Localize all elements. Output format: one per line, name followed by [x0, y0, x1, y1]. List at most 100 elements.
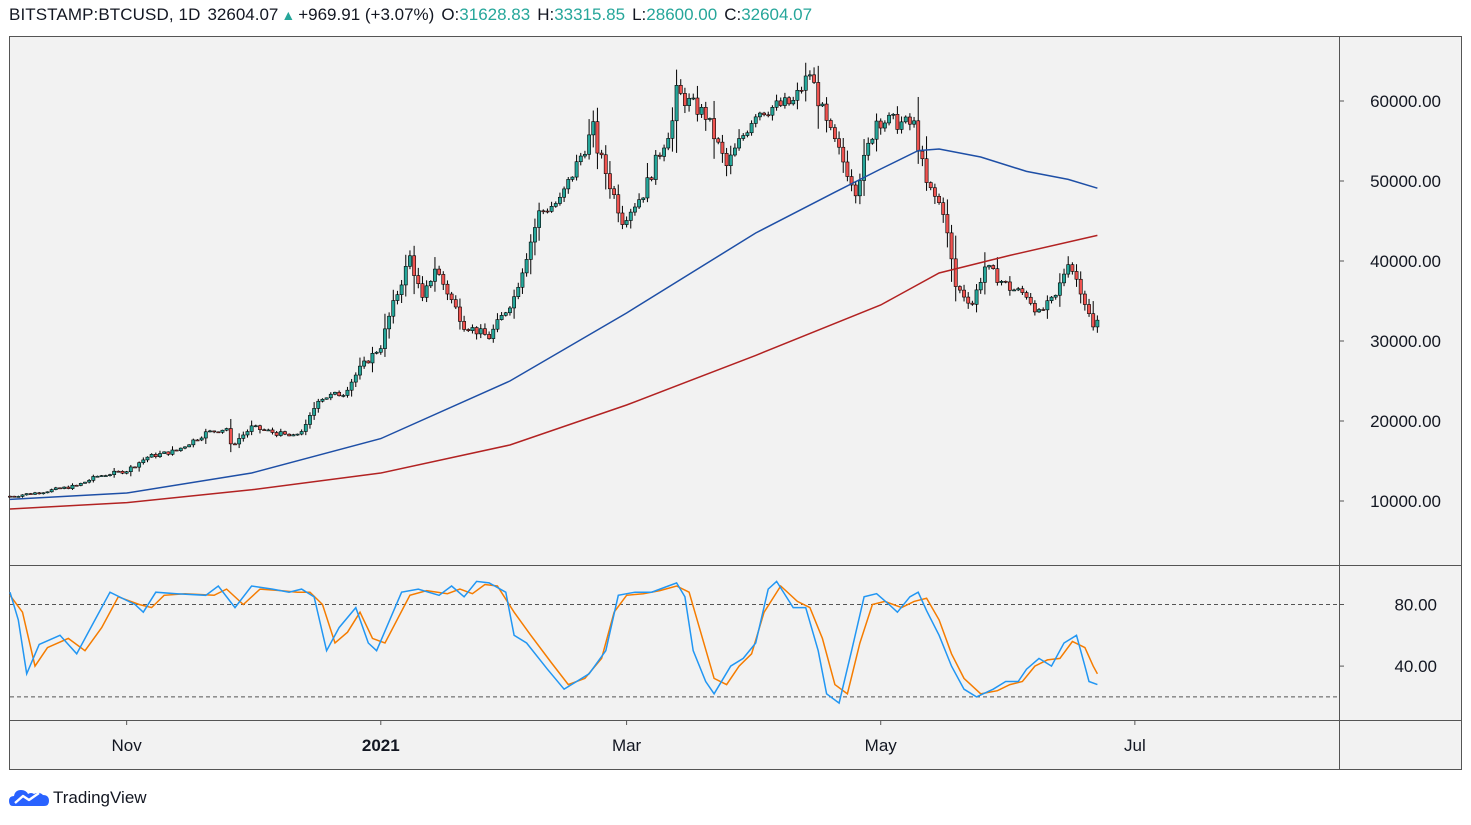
- candle-down: [274, 432, 279, 436]
- price-pane-background[interactable]: [10, 37, 1339, 565]
- candle-up: [312, 408, 317, 416]
- candle-down: [287, 433, 292, 437]
- candle-down: [966, 296, 971, 304]
- candle-down: [683, 93, 687, 106]
- candle-up: [637, 199, 641, 208]
- low-value: 28600.00: [646, 5, 718, 24]
- candle-up: [1012, 289, 1016, 292]
- candle-down: [837, 138, 841, 148]
- candle-up: [253, 425, 258, 428]
- candle-up: [516, 286, 521, 297]
- candle-up: [1045, 300, 1050, 311]
- candle-up: [866, 142, 871, 156]
- candle-down: [1070, 264, 1075, 272]
- candle-up: [62, 486, 67, 489]
- price-tick-label: 20000.00: [1370, 412, 1441, 431]
- price-axis-background[interactable]: [1340, 37, 1461, 565]
- chart-header: BITSTAMP:BTCUSD, 1D 32604.07 ▲ +969.91 (…: [9, 4, 812, 26]
- candle-up: [674, 85, 679, 122]
- price-tick-label: 30000.00: [1370, 332, 1441, 351]
- candle-up: [224, 428, 229, 431]
- candle-up: [78, 483, 83, 486]
- candle-up: [378, 348, 383, 353]
- candle-down: [283, 431, 287, 435]
- open-label: O:: [441, 5, 460, 24]
- candle-up: [737, 138, 741, 149]
- candle-up: [324, 397, 329, 400]
- candle-up: [87, 480, 92, 483]
- candle-up: [203, 431, 208, 439]
- price-tick-label: 40000.00: [1370, 252, 1441, 271]
- candle-down: [787, 97, 791, 105]
- candle-down: [545, 210, 550, 213]
- candle-up: [49, 489, 54, 493]
- candle-down: [703, 107, 708, 120]
- candle-up: [978, 282, 983, 291]
- candle-up: [512, 296, 517, 309]
- candle-down: [841, 146, 846, 163]
- candle-up: [1016, 288, 1021, 291]
- candle-up: [395, 294, 400, 301]
- candle-up: [424, 285, 429, 298]
- candle-up: [570, 176, 575, 180]
- candle-down: [916, 120, 921, 152]
- candle-up: [24, 493, 29, 496]
- candle-down: [66, 486, 71, 489]
- candle-up: [699, 107, 704, 115]
- candle-up: [691, 97, 696, 100]
- candle-up: [328, 393, 333, 399]
- candle-down: [932, 187, 937, 197]
- candle-up: [520, 272, 525, 288]
- candle-down: [258, 425, 262, 430]
- oscillator-bands: [10, 604, 1339, 698]
- chart-canvas[interactable]: 60000.00 50000.00 40000.00 30000.00 20000.00…: [0, 0, 1471, 780]
- candle-up: [974, 289, 979, 305]
- candle-up: [278, 431, 283, 436]
- candle-down: [458, 306, 462, 322]
- candle-up: [670, 120, 675, 139]
- candle-up: [191, 439, 196, 446]
- candle-down: [924, 158, 929, 183]
- candle-down: [1003, 281, 1008, 283]
- candle-up: [562, 188, 566, 198]
- candle-up: [987, 265, 991, 268]
- candle-up: [316, 400, 321, 409]
- candle-up: [383, 328, 387, 349]
- candle-up: [499, 315, 504, 320]
- candle-up: [149, 454, 154, 458]
- high-value: 33315.85: [554, 5, 626, 24]
- brand-name[interactable]: TradingView: [53, 788, 147, 807]
- candle-up: [574, 161, 579, 178]
- candle-down: [695, 97, 700, 115]
- close-label: C:: [724, 5, 742, 24]
- candle-down: [766, 114, 771, 117]
- time-axis-background[interactable]: [10, 721, 1339, 769]
- candle-up: [341, 395, 346, 397]
- candle-up: [624, 220, 629, 225]
- candle-up: [128, 466, 133, 473]
- time-tick-label: Nov: [112, 736, 143, 755]
- candle-up: [53, 487, 58, 490]
- candle-up: [162, 451, 167, 454]
- symbol-label[interactable]: BITSTAMP:BTCUSD, 1D: [9, 5, 201, 24]
- candlestick-series: [8, 62, 1100, 498]
- candle-down: [995, 268, 1000, 283]
- candle-up: [687, 97, 691, 106]
- candle-down: [195, 439, 200, 442]
- oscillator-pane-background[interactable]: [10, 566, 1339, 720]
- candle-down: [849, 176, 854, 186]
- candle-up: [558, 196, 562, 204]
- candle-down: [778, 100, 783, 106]
- oscillator-axis-background[interactable]: [1340, 566, 1461, 720]
- candle-up: [1066, 264, 1071, 275]
- candle-up: [728, 154, 733, 167]
- candle-up: [774, 100, 779, 108]
- candle-down: [716, 138, 721, 143]
- candle-down: [133, 466, 137, 469]
- candle-up: [653, 154, 658, 180]
- candle-down: [487, 334, 492, 339]
- fast-moving-average-line: [9, 148, 1098, 501]
- candle-up: [882, 122, 887, 129]
- candle-down: [1041, 309, 1046, 311]
- candle-up: [391, 300, 396, 317]
